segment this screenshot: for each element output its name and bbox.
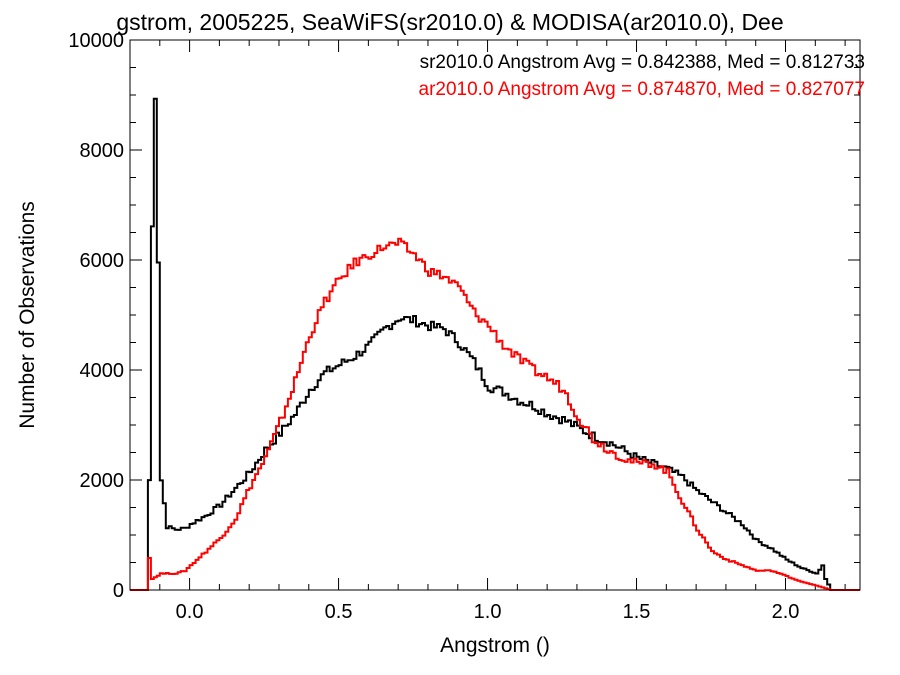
x-tick-labels: 0.0 0.5 1.0 1.5 2.0	[176, 601, 800, 623]
y-tick-labels: 0 2000 4000 6000 8000 10000	[68, 30, 124, 602]
series-layer	[130, 97, 860, 591]
y-tick-label: 4000	[80, 360, 125, 382]
x-tick-label: 1.5	[623, 601, 651, 623]
y-tick-label: 10000	[68, 30, 124, 52]
plot-frame	[129, 39, 861, 591]
annotation-sr2010-stats: sr2010.0 Angstrom Avg = 0.842388, Med = …	[420, 52, 865, 73]
y-tick-label: 6000	[80, 250, 125, 272]
y-tick-label: 2000	[80, 470, 125, 492]
series-line-0	[130, 97, 860, 591]
series-line-1	[130, 237, 860, 591]
x-tick-label: 1.0	[474, 601, 502, 623]
y-tick-label: 0	[113, 580, 124, 602]
x-tick-label: 0.5	[325, 601, 353, 623]
chart-title: gstrom, 2005225, SeaWiFS(sr2010.0) & MOD…	[116, 9, 783, 35]
y-tick-label: 8000	[80, 140, 125, 162]
y-axis-label: Number of Observations	[16, 201, 39, 429]
axis-ticks	[130, 39, 860, 591]
annotation-ar2010-stats: ar2010.0 Angstrom Avg = 0.874870, Med = …	[419, 79, 866, 100]
x-tick-label: 2.0	[772, 601, 800, 623]
x-axis-label: Angstrom ()	[440, 634, 550, 657]
x-tick-label: 0.0	[176, 601, 204, 623]
